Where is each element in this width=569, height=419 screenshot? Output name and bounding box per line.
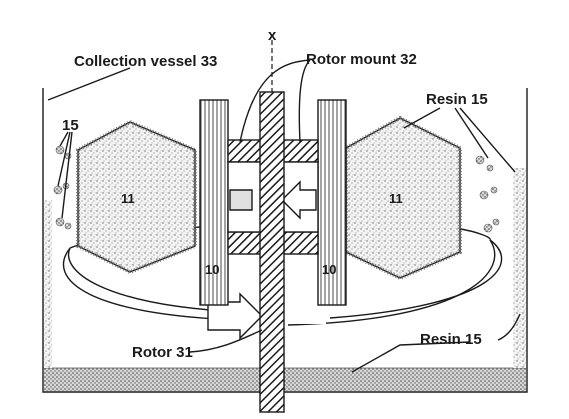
collection-vessel [42,88,528,393]
flow-arrow-right [281,180,317,220]
resin-pool-bottom [44,368,526,391]
resin-block-right [344,115,462,281]
resin-block-left [76,119,197,275]
flow-arrow-left [229,189,253,211]
resin-label-left: 15 [62,117,79,134]
column-left-label: 10 [205,262,219,277]
column-left [199,99,229,306]
rotor-mount-label: Rotor mount 32 [306,51,417,68]
resin-label-top-right: Resin 15 [426,91,488,108]
resin-droplets-right [475,155,500,233]
resin-label-bottom-right: Resin 15 [420,331,482,348]
rotor-label: Rotor 31 [132,344,193,361]
leader-lines [47,59,521,373]
column-right [317,99,347,306]
resin-droplets-left [53,145,72,230]
collection-vessel-label: Collection vessel 33 [74,53,217,70]
resin-wall-left [44,200,52,368]
column-right-label: 10 [322,262,336,277]
axis-label: x [268,27,277,44]
rotor-shaft [259,91,285,413]
block-right-label: 11 [389,191,403,206]
resin-wall-right [513,168,526,368]
block-left-label: 11 [121,191,135,206]
